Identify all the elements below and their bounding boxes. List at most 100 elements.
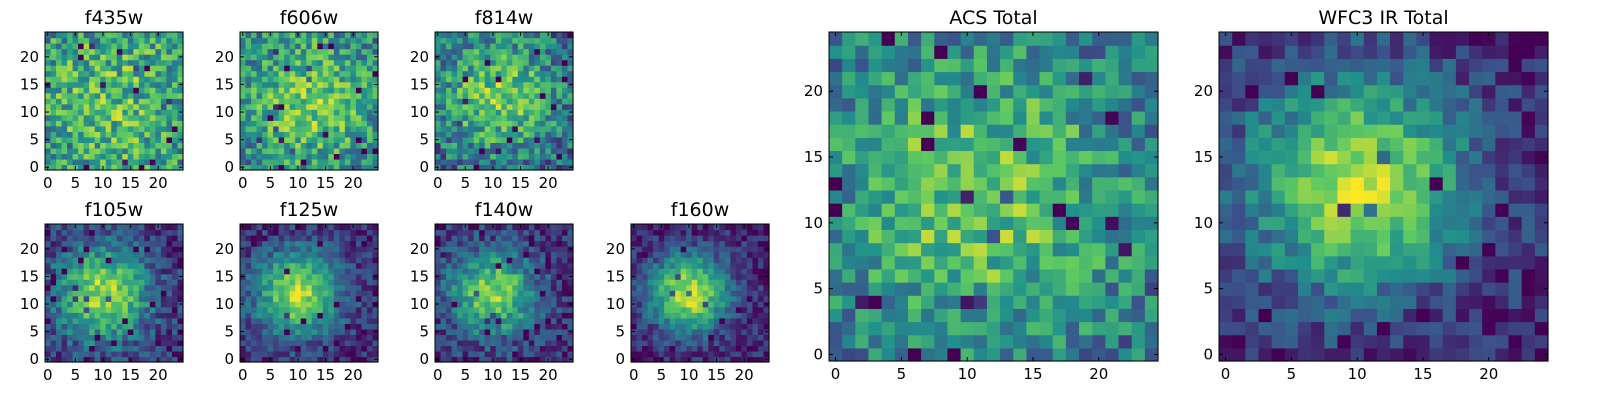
heatmap-cell [106,241,112,247]
heatmap-cell [490,60,496,66]
heatmap-cell [512,334,518,340]
heatmap-cell [100,329,106,335]
heatmap-cell [452,98,458,104]
heatmap-cell [534,153,540,159]
heatmap-cell [67,98,73,104]
heatmap-cell [463,296,469,302]
heatmap-cell [166,87,172,93]
heatmap-cell [545,274,551,280]
heatmap-cell [117,32,123,38]
heatmap-cell [703,279,709,285]
heatmap-cell [562,148,568,154]
heatmap-cell [842,335,856,349]
heatmap-cell [128,76,134,82]
heatmap-cell [529,312,535,318]
y-tick-label: 0 [224,350,234,368]
heatmap-cell [172,159,178,165]
heatmap-cell [312,76,318,82]
heatmap-cell [529,82,535,88]
heatmap-cell [479,120,485,126]
heatmap-cell [339,153,345,159]
heatmap-cell [361,159,367,165]
heatmap-cell [545,334,551,340]
heatmap-cell [686,290,692,296]
heatmap-cell [659,230,665,236]
heatmap-cell [686,268,692,274]
heatmap-cell [908,203,922,217]
heatmap-cell [301,142,307,148]
heatmap-cell [529,318,535,324]
heatmap-cell [895,150,909,164]
heatmap-cell [51,43,57,49]
heatmap-cell [534,98,540,104]
heatmap-cell [356,131,362,137]
heatmap-cell [1013,269,1027,283]
heatmap-cell [317,159,323,165]
heatmap-cell [708,230,714,236]
heatmap-cell [73,153,79,159]
heatmap-cell [631,230,637,236]
heatmap-cell [529,296,535,302]
heatmap-cell [637,257,643,263]
heatmap-cell [62,318,68,324]
heatmap-cell [95,224,101,230]
heatmap-cell [306,131,312,137]
heatmap-cell [1066,243,1080,257]
heatmap-cell [334,131,340,137]
heatmap-cell [62,104,68,110]
heatmap-cell [736,257,742,263]
heatmap-cell [457,65,463,71]
heatmap-cell [161,87,167,93]
heatmap-cell [947,216,961,230]
heatmap-cell [240,120,246,126]
heatmap-cell [1040,190,1054,204]
heatmap-cell [921,282,935,296]
heatmap-cell [367,252,373,258]
heatmap-cell [100,137,106,143]
heatmap-cell [367,257,373,263]
heatmap-cell [747,246,753,252]
heatmap-cell [166,307,172,313]
heatmap-cell [323,109,329,115]
heatmap-cell [67,279,73,285]
heatmap-cell [100,318,106,324]
heatmap-cell [523,274,529,280]
heatmap-cell [95,148,101,154]
heatmap-cell [730,268,736,274]
heatmap-cell [1092,269,1106,283]
heatmap-cell [457,252,463,258]
heatmap-cell [367,241,373,247]
heatmap-cell [251,148,257,154]
heatmap-cell [1092,229,1106,243]
heatmap-cell [144,115,150,121]
heatmap-cell [512,252,518,258]
heatmap-cell [361,340,367,346]
heatmap-cell [334,76,340,82]
heatmap-cell [117,43,123,49]
heatmap-cell [556,312,562,318]
heatmap-cell [741,235,747,241]
heatmap-cell [155,153,161,159]
heatmap-cell [736,301,742,307]
heatmap-cell [452,120,458,126]
heatmap-cell [496,224,502,230]
heatmap-cell [463,115,469,121]
heatmap-cell [246,159,252,165]
heatmap-cell [501,54,507,60]
heatmap-cell [246,142,252,148]
heatmap-cell [150,65,156,71]
heatmap-cell [692,263,698,269]
heatmap-cell [534,345,540,351]
heatmap-cell [463,257,469,263]
heatmap-cell [73,246,79,252]
heatmap-cell [697,345,703,351]
heatmap-cell [562,109,568,115]
heatmap-cell [496,340,502,346]
heatmap-cell [73,312,79,318]
heatmap-cell [361,109,367,115]
heatmap-cell [155,43,161,49]
heatmap-cell [84,340,90,346]
heatmap-cell [345,98,351,104]
heatmap-cell [446,290,452,296]
heatmap-cell [161,301,167,307]
